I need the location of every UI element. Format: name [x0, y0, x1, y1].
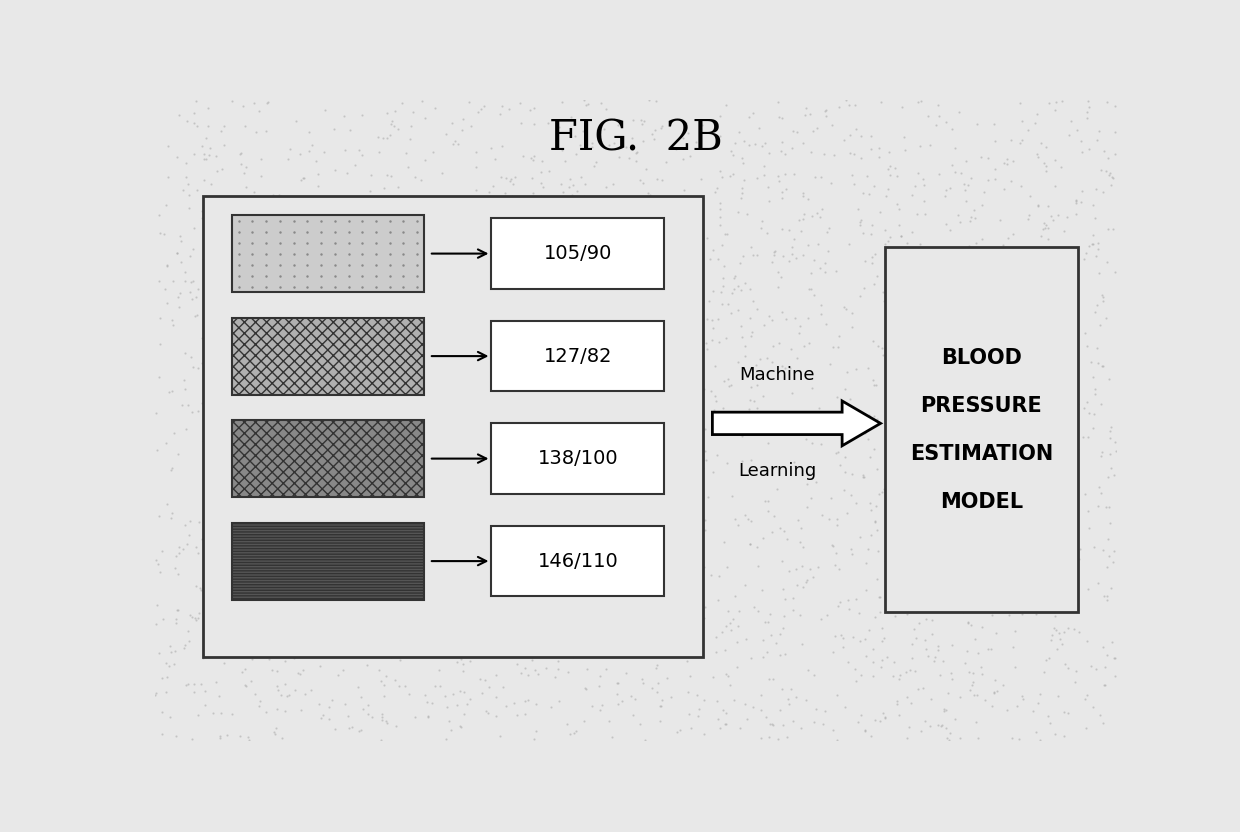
Bar [491, 526, 665, 597]
Text: Learning: Learning [738, 463, 816, 480]
Bar [232, 215, 424, 292]
Bar [491, 218, 665, 289]
Bar [232, 522, 424, 600]
Text: ESTIMATION: ESTIMATION [910, 443, 1053, 463]
Text: PRESSURE: PRESSURE [920, 396, 1043, 416]
Text: 146/110: 146/110 [537, 552, 619, 571]
Bar [232, 420, 424, 497]
Text: Machine: Machine [739, 366, 815, 384]
Bar [491, 423, 665, 494]
Text: FIG.  2B: FIG. 2B [548, 117, 723, 159]
Bar [491, 321, 665, 391]
Bar [232, 318, 424, 394]
Text: MODEL: MODEL [940, 492, 1023, 512]
Text: 138/100: 138/100 [537, 449, 619, 468]
Bar [885, 247, 1078, 612]
Polygon shape [712, 401, 880, 446]
Text: 127/82: 127/82 [543, 347, 613, 365]
Text: 105/90: 105/90 [543, 244, 613, 263]
Text: BLOOD: BLOOD [941, 348, 1022, 368]
Bar [203, 196, 703, 657]
